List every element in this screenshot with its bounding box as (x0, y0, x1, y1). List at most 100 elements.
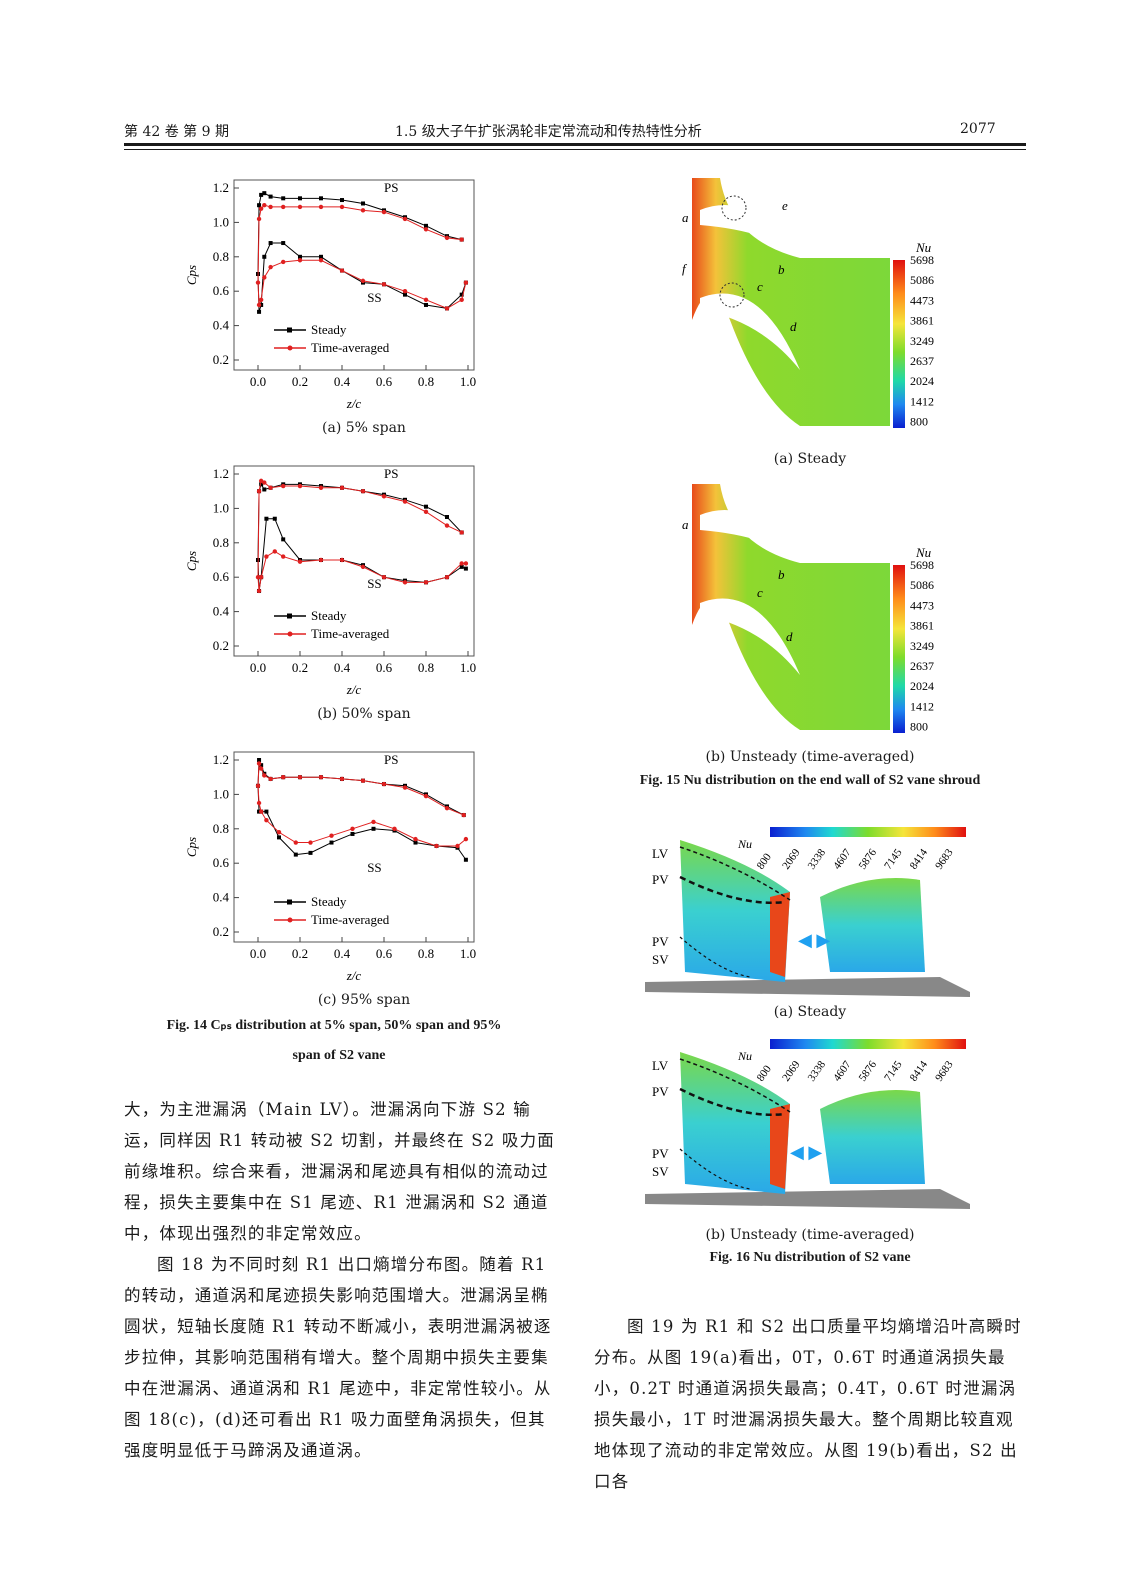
fig15-tick-label: 2637 (910, 354, 934, 368)
fig14c-point-steady (350, 831, 355, 836)
fig14a-ytick-label: 0.8 (213, 249, 229, 264)
fig15a-label-a: a (682, 210, 689, 225)
fig14a-legend-marker (287, 327, 292, 333)
fig14c-point-time-averaged (339, 776, 345, 782)
fig16-tick-label: 7145 (882, 846, 905, 871)
fig14c-frame (233, 751, 475, 943)
fig14a-point-steady (424, 302, 428, 307)
fig14a-point-steady (259, 192, 264, 197)
fig15-tick-label: 3861 (910, 314, 934, 328)
fig16b-label-pv: PV (652, 1084, 669, 1099)
fig14a-point-time-averaged (402, 289, 408, 294)
fig14b-legend-marker (287, 613, 292, 619)
fig14b-ytick-label: 0.4 (213, 604, 230, 619)
fig14-caption-line1: Fig. 14 Cₚₛ distribution at 5% span, 50%… (166, 1018, 502, 1033)
fig14c-point-steady (413, 840, 418, 845)
fig15a-colorbar: Nu (893, 240, 932, 428)
fig14b-ytick-label: 1.2 (213, 466, 229, 481)
fig14b-point-steady (259, 482, 264, 487)
fig16a-label: (a) Steady (773, 1004, 847, 1020)
fig15b-colorbar-title: Nu (915, 545, 932, 560)
fig14c-point-time-averaged (255, 783, 261, 788)
fig14a-point-time-averaged (423, 297, 429, 302)
fig14a-xtick-label: 0.2 (292, 374, 308, 389)
fig14a-ytick-label: 0.6 (213, 283, 230, 298)
fig14c-point-steady (257, 758, 262, 762)
fig16-tick-label: 2069 (780, 1058, 803, 1083)
fig15-tick-label: 3249 (910, 334, 934, 348)
fig15b-label-d: d (786, 629, 793, 644)
fig14b-ylabel: Cps (184, 551, 199, 571)
fig16-tick-label: 3338 (806, 1058, 829, 1083)
fig16b-label-pv2: PV (652, 1146, 669, 1161)
fig14b-point-time-averaged (463, 561, 469, 566)
fig16-tick-label: 4607 (831, 846, 854, 871)
fig14a-point-steady (298, 196, 302, 201)
fig14c-ytick-label: 0.6 (213, 855, 230, 870)
fig14c-point-time-averaged (423, 793, 429, 799)
fig15-tick-label: 4473 (910, 598, 934, 612)
fig14a-point-time-averaged (381, 282, 387, 287)
fig16-tick-label: 2069 (780, 846, 803, 871)
fig15-tick-label: 5698 (910, 253, 934, 267)
fig14-charts: 1.2 1.0 0.8 0.6 0.4 0.2 0.0 0.2 0.4 0.6 0.8 1.0 z/c C… (184, 179, 476, 983)
fig16b-label: (b) Unsteady (time-averaged) (705, 1227, 915, 1243)
fig14b-legend-marker (287, 631, 293, 637)
fig15-tick-label: 800 (910, 720, 928, 734)
fig14a-point-time-averaged (297, 258, 303, 263)
fig15a-label: (a) Steady (773, 451, 847, 467)
fig14c-point-steady (371, 826, 376, 831)
fig14b-point-time-averaged (264, 554, 269, 559)
fig14b-point-time-averaged (258, 478, 264, 484)
svg-text:◀ ▶: ◀ ▶ (790, 1142, 822, 1162)
header-rule-thin (124, 149, 1026, 150)
fig14c-point-time-averaged (463, 836, 469, 842)
fig14b-point-time-averaged (297, 559, 303, 564)
fig14c-point-time-averaged (461, 812, 466, 818)
fig14a-point-time-averaged (444, 235, 450, 241)
fig14a-ytick-label: 1.0 (213, 214, 229, 229)
fig14c-point-time-averaged (434, 843, 439, 849)
fig14b-point-steady (272, 516, 277, 521)
fig16a-colorbar-title: Nu (737, 837, 752, 851)
running-title: 1.5 级大子午扩张涡轮非定常流动和传热特性分析 (395, 124, 702, 140)
fig15-tick-label: 1412 (910, 394, 934, 408)
fig14a-point-time-averaged (281, 204, 286, 210)
fig14c-point-time-averaged (350, 826, 355, 831)
fig14a-point-time-averaged (268, 264, 273, 270)
fig14b-point-time-averaged (256, 489, 262, 494)
fig14a-point-time-averaged (459, 237, 464, 242)
fig14b-point-steady (463, 566, 468, 571)
fig16-contour-plots: Nu ◀ ▶ LV PV PV SV Nu ◀ ▶ LV PV PV SV 80… (645, 827, 970, 1209)
fig14c-point-time-averaged (293, 840, 298, 845)
fig14a-legend-label: Steady (311, 322, 347, 337)
fig14b-point-time-averaged (318, 485, 324, 490)
fig14c-point-time-averaged (402, 785, 408, 790)
fig16-tick-label: 5876 (857, 846, 880, 871)
fig14a-point-time-averaged (297, 204, 303, 210)
fig14c-xtick-label: 0.4 (334, 946, 351, 961)
fig14b-point-time-averaged (402, 499, 408, 504)
fig14c-ps-label: PS (384, 752, 398, 767)
fig16-tick-label: 3338 (806, 846, 829, 871)
fig16b-label-sv: SV (652, 1164, 669, 1179)
fig14c-point-time-averaged (268, 776, 273, 782)
fig14c-point-time-averaged (360, 778, 366, 783)
fig14b-xtick-label: 1.0 (460, 660, 476, 675)
fig14b-point-time-averaged (281, 483, 286, 489)
fig15-contour-plots: a b c d e f a b c d Nu Nu 5698 5086 4473 38… (682, 178, 934, 734)
fig16-tick-label: 800 (755, 1063, 775, 1084)
fig15a-label-c: c (757, 279, 763, 294)
fig14a-point-steady (403, 292, 407, 297)
fig14b-point-time-averaged (339, 557, 345, 563)
fig14a-point-steady (257, 203, 262, 208)
fig14a-point-steady (298, 254, 302, 259)
fig14a-point-time-averaged (281, 259, 286, 265)
svg-text:◀ ▶: ◀ ▶ (798, 930, 830, 950)
fig16-tick-label: 800 (755, 851, 775, 872)
fig14c-point-time-averaged (297, 775, 303, 780)
fig15a-colorbar-title: Nu (915, 240, 932, 255)
fig14a-point-time-averaged (444, 306, 450, 311)
fig14b-point-time-averaged (381, 575, 387, 580)
fig14c-legend-label: Time-averaged (311, 912, 390, 927)
